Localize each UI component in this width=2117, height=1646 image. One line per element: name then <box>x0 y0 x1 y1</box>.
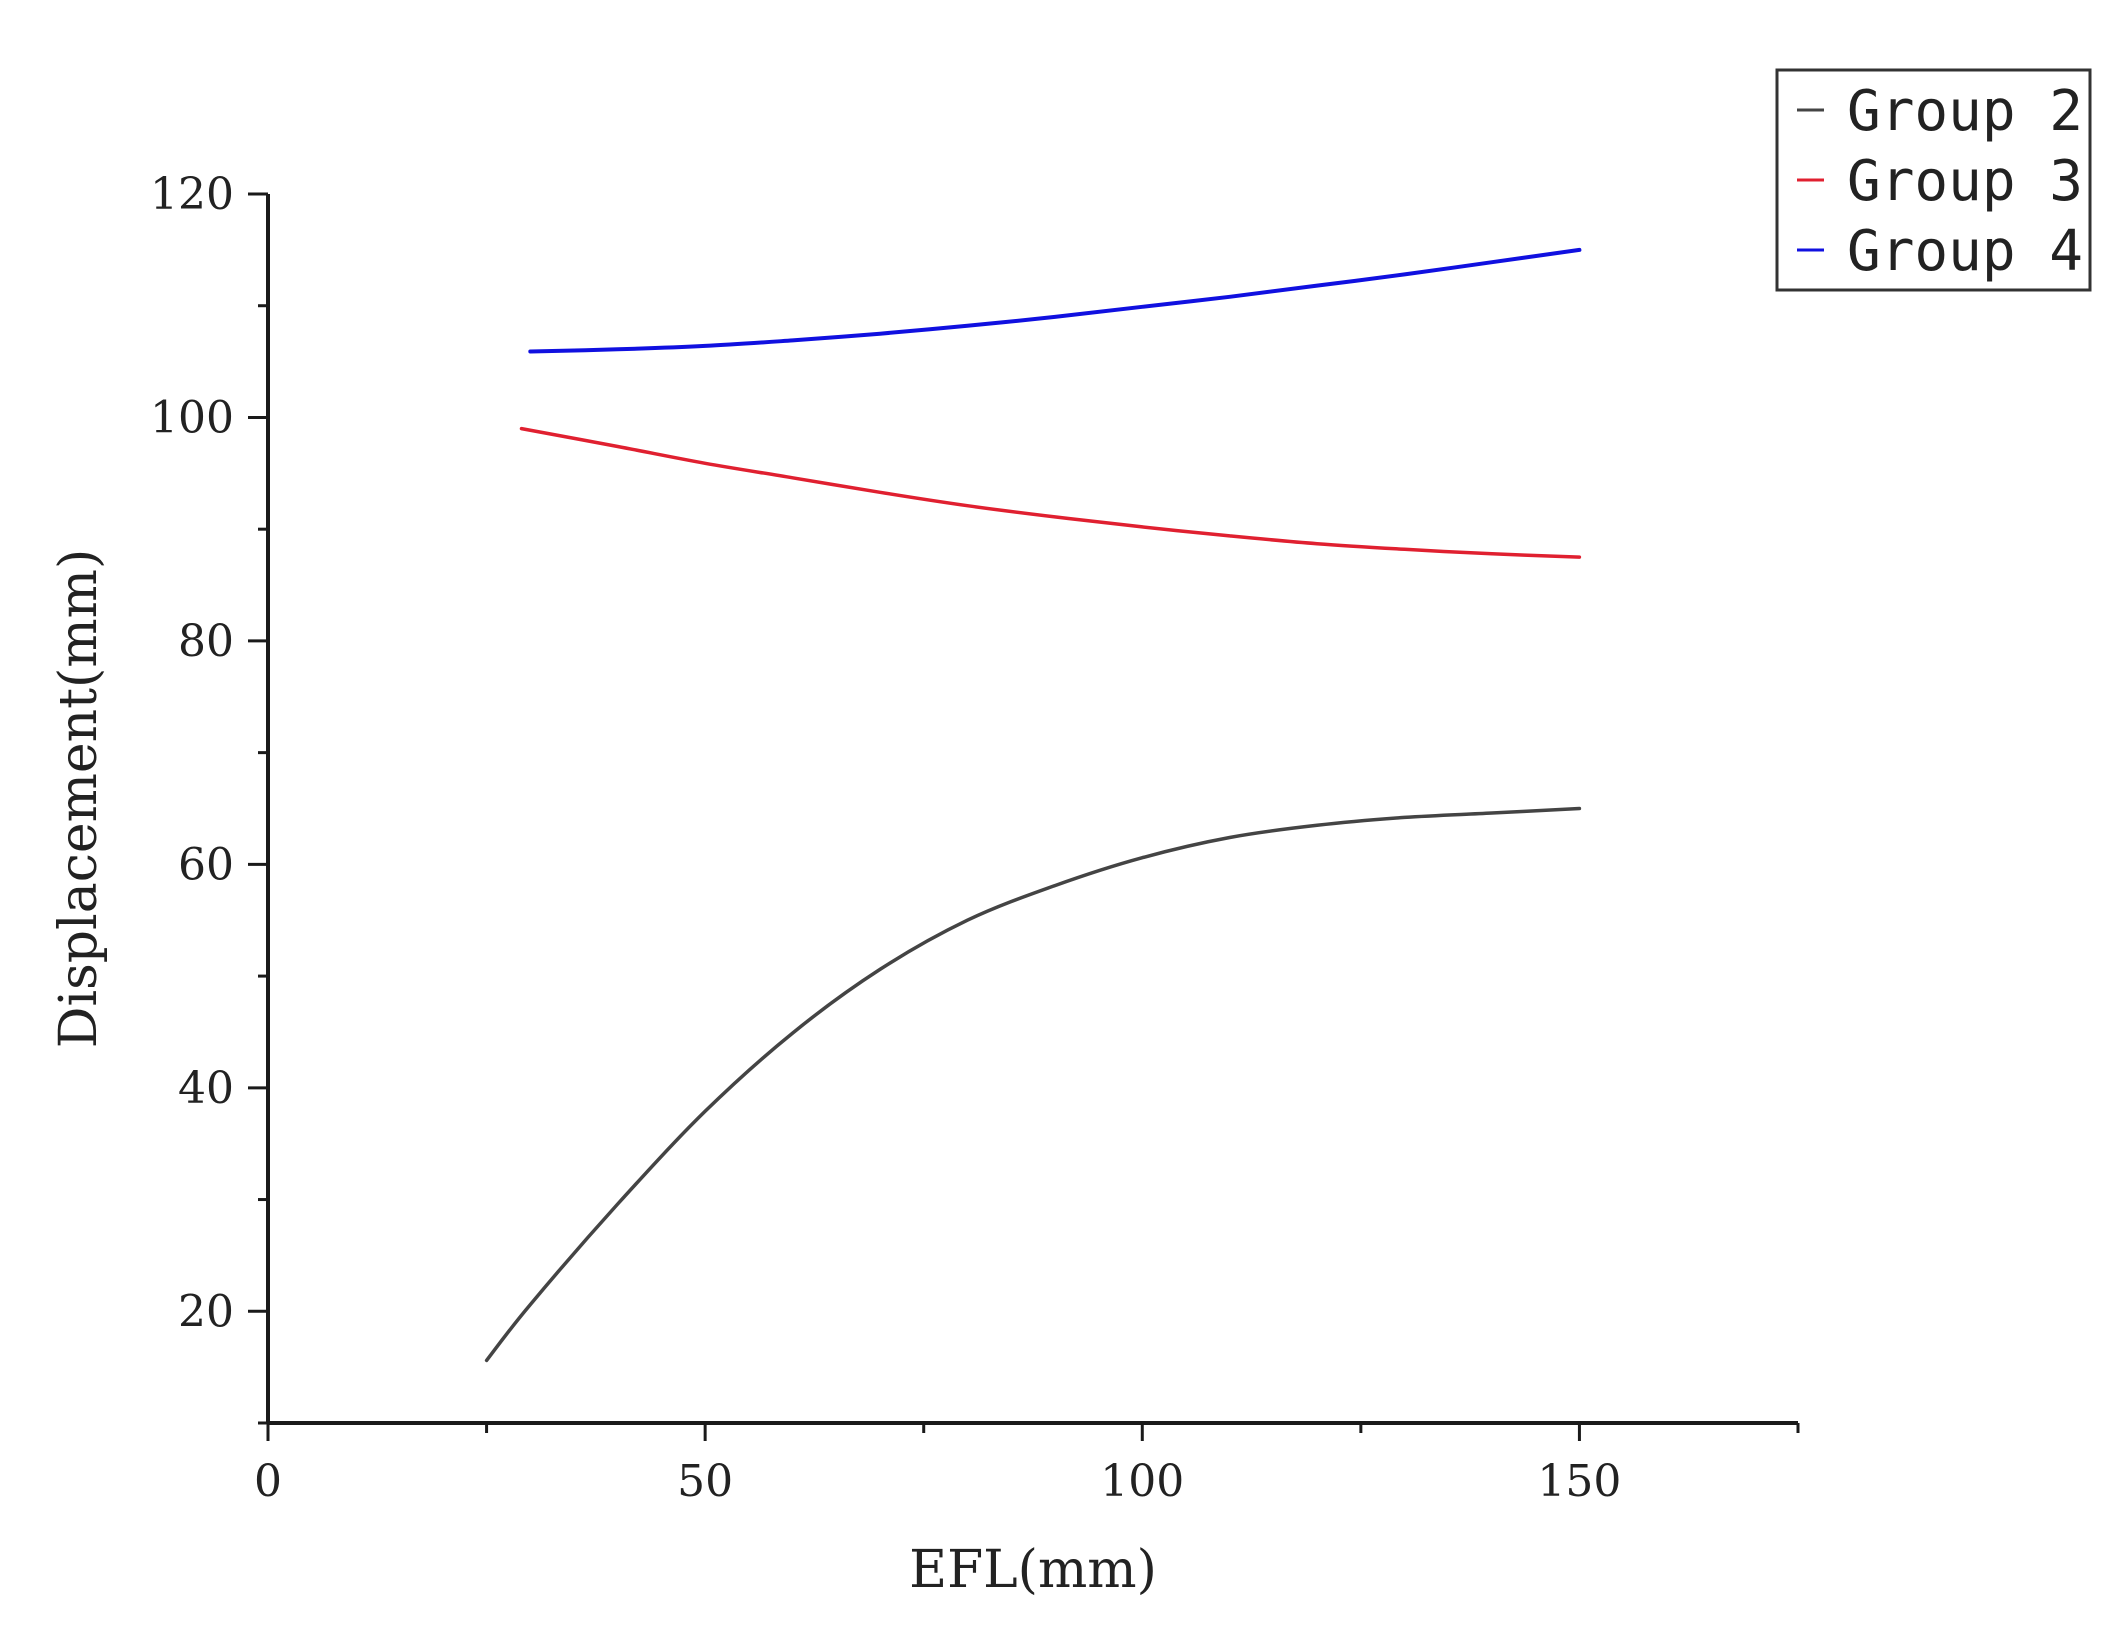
y-tick-label: 60 <box>178 839 234 890</box>
plot-area <box>484 247 1582 1363</box>
x-tick-label: 150 <box>1537 1456 1621 1507</box>
x-tick-label: 50 <box>677 1456 733 1507</box>
x-tick-label: 0 <box>254 1456 282 1507</box>
x-tick-label: 100 <box>1100 1456 1184 1507</box>
y-tick-label: 40 <box>178 1063 234 1114</box>
axes: 0 50 100 150 20 40 60 80 100 120 <box>150 169 1800 1507</box>
legend-label-group-3: Group 3 <box>1847 149 2083 214</box>
y-tick-label: 120 <box>150 169 234 220</box>
series-line-group-4 <box>528 247 1582 354</box>
y-axis-title: Displacement(mm) <box>49 549 109 1048</box>
y-tick-label: 80 <box>178 616 234 667</box>
series-line-group-3 <box>519 426 1582 559</box>
y-tick-label: 20 <box>178 1286 234 1337</box>
y-tick-label: 100 <box>150 392 234 443</box>
legend-box <box>1775 68 2092 292</box>
legend-label-group-2: Group 2 <box>1847 79 2083 144</box>
series-line-group-2 <box>484 806 1582 1363</box>
legend-label-group-4: Group 4 <box>1847 219 2083 284</box>
x-axis-title: EFL(mm) <box>909 1540 1157 1600</box>
